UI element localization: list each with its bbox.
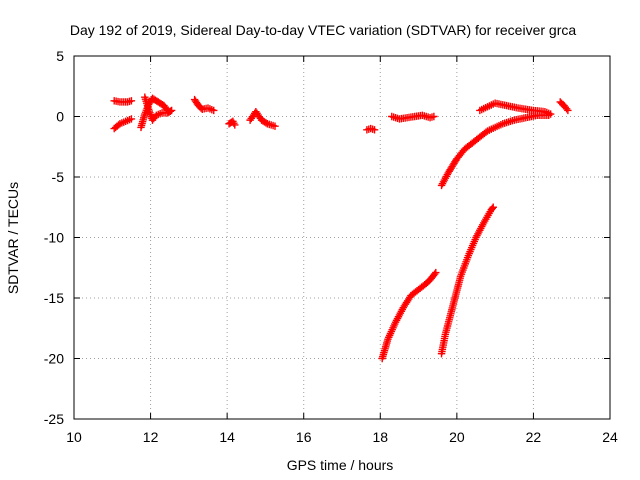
x-axis-label: GPS time / hours [287, 457, 394, 473]
y-tick-label: 5 [56, 48, 64, 64]
data-point [370, 126, 379, 134]
data-point [271, 122, 279, 130]
data-point [231, 121, 239, 129]
data-point [127, 115, 136, 123]
chart-title: Day 192 of 2019, Sidereal Day-to-day VTE… [70, 22, 576, 38]
data-point [564, 106, 572, 115]
x-tick-label: 24 [602, 429, 618, 445]
x-tick-label: 12 [143, 429, 159, 445]
axis-ticks: 10 12 14 16 18 20 22 24 5 0 -5 -10 -15 -20 -25 [44, 48, 618, 445]
data-point [127, 97, 136, 105]
x-tick-label: 14 [219, 429, 235, 445]
data-point [489, 203, 497, 211]
data-point [210, 106, 218, 115]
x-tick-label: 10 [66, 429, 82, 445]
y-tick-label: -10 [44, 230, 64, 246]
y-tick-label: 0 [56, 109, 64, 125]
y-tick-label: -5 [52, 169, 65, 185]
y-tick-label: -15 [44, 290, 64, 306]
data-point [167, 106, 176, 115]
y-tick-label: -20 [44, 351, 64, 367]
x-tick-label: 20 [449, 429, 465, 445]
data-point [432, 268, 440, 277]
data-point [545, 111, 553, 119]
y-axis-label: SDTVAR / TECUs [5, 182, 21, 294]
x-tick-label: 16 [296, 429, 312, 445]
x-tick-label: 18 [372, 429, 388, 445]
data-points [110, 93, 572, 363]
y-tick-label: -25 [44, 411, 64, 427]
data-point [430, 112, 438, 121]
data-point [488, 204, 496, 213]
x-tick-label: 22 [526, 429, 542, 445]
data-point [166, 107, 175, 115]
